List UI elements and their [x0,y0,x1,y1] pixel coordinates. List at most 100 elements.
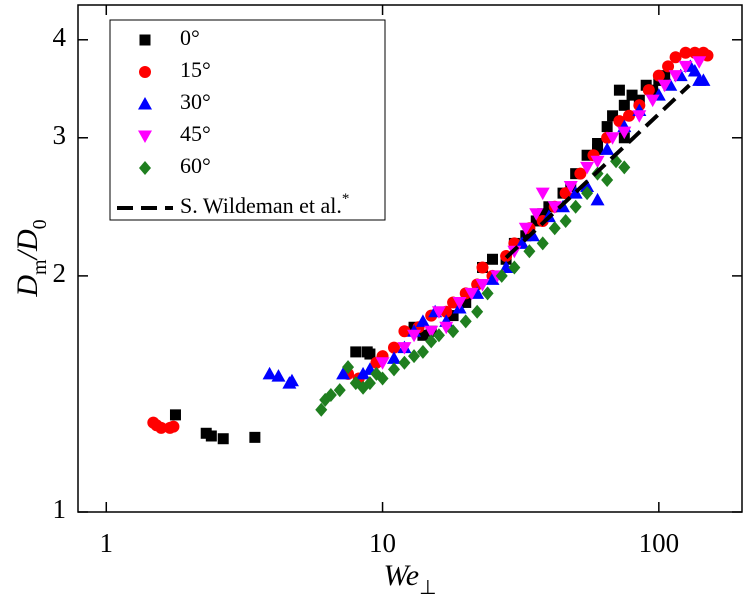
point [618,160,631,175]
point [520,230,532,242]
point [376,371,389,386]
point [529,208,544,221]
point [548,221,561,236]
point [601,173,614,188]
legend-label: 45° [180,121,211,146]
point [416,344,429,359]
point [668,70,683,83]
point [249,431,261,443]
point [364,348,376,360]
legend-box [109,19,386,221]
point [623,109,636,122]
point [569,199,582,214]
legend-label: 60° [180,153,211,178]
point [284,373,299,387]
point [356,366,371,380]
point [167,420,180,433]
legend-label: 0° [180,25,200,50]
point [350,346,362,358]
ylabel-part: m [29,259,51,275]
point [475,279,490,292]
point [417,329,429,341]
point [169,409,181,421]
point [464,287,479,301]
point [407,329,422,343]
point [592,143,604,155]
point [523,244,536,259]
ylabel-part: / [11,248,44,261]
point [642,84,655,97]
ylabel-part: D [11,229,44,252]
fit-line [504,83,691,260]
ylabel-part: D [11,275,44,298]
y-tick-label: 1 [53,494,67,524]
point [590,155,605,169]
point [508,260,521,275]
point [386,351,401,364]
point [476,261,489,274]
legend-label: 15° [180,57,211,82]
point [217,433,229,445]
legend-label: S. Wildeman et al.* [180,191,349,218]
point [688,46,701,59]
legend-name: 30° [180,89,211,114]
point [452,296,467,310]
point [155,421,168,434]
point [559,213,572,228]
point [547,201,562,214]
point [574,167,587,180]
point [139,161,151,175]
y-tick-label: 4 [53,22,67,52]
point [568,186,583,199]
point [495,268,508,283]
point [447,310,459,322]
legend-name: 0° [180,25,200,50]
point [535,187,550,201]
y-tick-label: 3 [53,120,67,150]
point [424,325,439,339]
point [425,334,438,349]
point [375,357,390,370]
point [662,60,675,73]
point [692,56,707,69]
point [138,130,152,143]
point [397,342,412,355]
point [626,89,638,101]
legend-sup: * [342,191,350,207]
point [471,304,484,319]
point [342,360,355,375]
point [600,142,615,155]
point [518,222,533,236]
point [271,369,286,382]
point [563,181,578,194]
xlabel-part: ⊥ [419,577,436,598]
point [581,186,594,201]
legend-label: 30° [180,89,211,114]
legend-name: S. Wildeman et al. [180,193,342,218]
point [336,366,351,380]
point [459,314,472,329]
y-tick-label: 2 [53,258,67,288]
point [530,215,542,227]
point [447,324,460,339]
point [632,110,647,123]
xlabel-label: We⊥ [384,559,437,598]
ylabel-part: 0 [29,219,51,229]
point [205,430,217,442]
x-tick-label: 1 [100,528,114,558]
point [363,376,376,391]
point [618,99,630,111]
point [486,253,498,265]
point [657,79,672,93]
point [645,94,660,108]
point [652,69,665,82]
point [580,161,595,175]
point [696,73,711,86]
point [537,208,549,220]
point [398,325,411,338]
point [678,60,693,74]
point [687,63,702,77]
legend: 0° 15° 30° 45° 60° S. Wildeman et al.* [109,19,386,221]
point [590,192,605,206]
point [679,46,692,59]
